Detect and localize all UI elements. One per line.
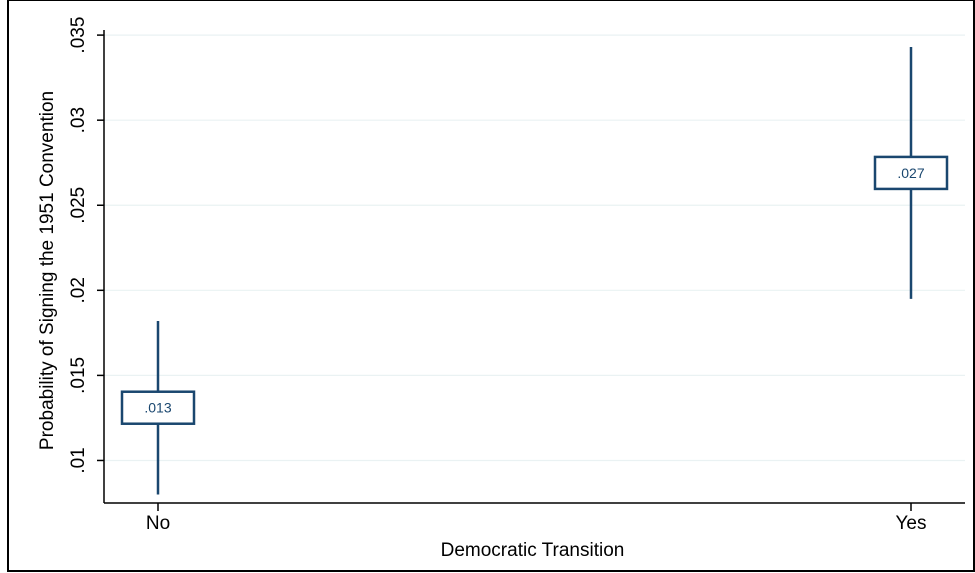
y-tick-label: .03 <box>68 107 89 133</box>
estimate-marks: .013 .027 <box>120 47 949 495</box>
y-tick-label: .015 <box>68 357 89 394</box>
y-tick-label: .035 <box>68 17 89 54</box>
y-axis-ticks: .01 .015 .02 .025 .03 .035 <box>68 17 104 474</box>
estimate-box <box>873 155 949 191</box>
estimate-label: .027 <box>897 165 924 181</box>
y-tick-label: .01 <box>68 447 89 473</box>
y-tick-label: .025 <box>68 187 89 224</box>
grid-lines <box>104 34 965 462</box>
x-tick-label: Yes <box>896 513 927 534</box>
y-tick-label: .02 <box>68 277 89 303</box>
x-axis-title: Democratic Transition <box>441 540 625 561</box>
x-axis-ticks: No Yes <box>146 503 927 534</box>
x-tick-label: No <box>146 513 170 534</box>
y-axis-title: Probability of Signing the 1951 Conventi… <box>37 91 58 450</box>
outer-border <box>7 0 975 572</box>
estimate-label: .013 <box>144 400 171 416</box>
estimate-box <box>120 390 196 425</box>
